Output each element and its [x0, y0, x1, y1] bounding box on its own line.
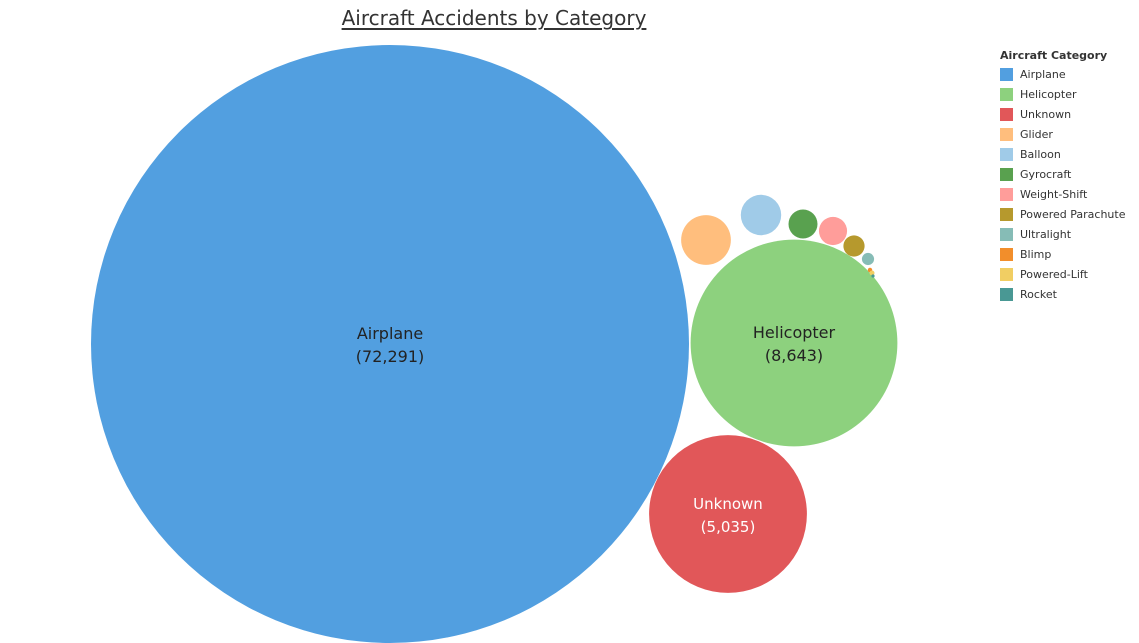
- legend-item-gyrocraft[interactable]: Gyrocraft: [1000, 164, 1136, 184]
- bubble-weight-shift[interactable]: [818, 216, 848, 246]
- legend-item-glider[interactable]: Glider: [1000, 124, 1136, 144]
- legend-swatch: [1000, 167, 1013, 181]
- legend-swatch: [1000, 147, 1013, 161]
- legend-label: Gyrocraft: [1020, 167, 1072, 181]
- bubble-airplane[interactable]: Airplane (72,291): [91, 45, 689, 643]
- legend-label: Blimp: [1020, 247, 1052, 261]
- bubble-value-helicopter: (8,643): [765, 346, 823, 365]
- legend-label: Weight-Shift: [1020, 187, 1088, 201]
- bubble-ultralight[interactable]: [861, 252, 875, 266]
- bubble-powered-parachute[interactable]: [843, 235, 865, 257]
- legend-label: Ultralight: [1020, 227, 1072, 241]
- chart-title: Aircraft Accidents by Category: [341, 6, 647, 30]
- legend-item-balloon[interactable]: Balloon: [1000, 144, 1136, 164]
- legend-item-unknown[interactable]: Unknown: [1000, 104, 1136, 124]
- legend-swatch: [1000, 287, 1013, 301]
- bubble-value-unknown: (5,035): [701, 518, 756, 536]
- bubble-label-helicopter: Helicopter: [753, 323, 836, 342]
- bubble-label-airplane: Airplane: [357, 324, 423, 343]
- bubble-helicopter[interactable]: Helicopter (8,643): [690, 239, 898, 447]
- bubble-circle-weight-shift[interactable]: [818, 216, 848, 246]
- bubble-circle-gyrocraft[interactable]: [788, 209, 818, 239]
- legend-swatch: [1000, 107, 1013, 121]
- legend-item-rocket[interactable]: Rocket: [1000, 284, 1136, 304]
- legend-item-helicopter[interactable]: Helicopter: [1000, 84, 1136, 104]
- legend-item-powered-lift[interactable]: Powered-Lift: [1000, 264, 1136, 284]
- legend-title: Aircraft Category: [1000, 49, 1108, 62]
- bubble-circle-airplane[interactable]: [91, 45, 689, 643]
- bubble-powered-lift[interactable]: [869, 270, 875, 276]
- bubble-circle-helicopter[interactable]: [690, 239, 898, 447]
- legend-label: Helicopter: [1020, 87, 1077, 101]
- legend: Aircraft Category Airplane Helicopter Unkn…: [1000, 48, 1136, 304]
- legend-label: Powered-Lift: [1020, 267, 1088, 281]
- legend-swatch: [1000, 227, 1013, 241]
- legend-swatch: [1000, 207, 1013, 221]
- legend-swatch: [1000, 247, 1013, 261]
- legend-swatch: [1000, 187, 1013, 201]
- legend-label: Airplane: [1020, 67, 1066, 81]
- bubble-circle-glider[interactable]: [681, 215, 731, 265]
- bubble-gyrocraft[interactable]: [788, 209, 818, 239]
- bubble-circle-ultralight[interactable]: [861, 252, 875, 266]
- bubble-unknown[interactable]: Unknown (5,035): [649, 435, 807, 593]
- bubble-circle-balloon[interactable]: [740, 194, 782, 236]
- bubble-value-airplane: (72,291): [356, 347, 424, 366]
- bubble-circle-powered-parachute[interactable]: [843, 235, 865, 257]
- legend-label: Balloon: [1020, 147, 1061, 161]
- legend-item-powered-parachute[interactable]: Powered Parachute: [1000, 204, 1136, 224]
- bubble-balloon[interactable]: [740, 194, 782, 236]
- bubble-glider[interactable]: [681, 215, 731, 265]
- legend-swatch: [1000, 267, 1013, 281]
- bubble-circle-rocket[interactable]: [871, 274, 875, 278]
- legend-swatch: [1000, 127, 1013, 141]
- legend-swatch: [1000, 67, 1013, 81]
- legend-label: Powered Parachute: [1020, 207, 1126, 221]
- bubble-circle-unknown[interactable]: [649, 435, 807, 593]
- legend-item-weight-shift[interactable]: Weight-Shift: [1000, 184, 1136, 204]
- legend-item-blimp[interactable]: Blimp: [1000, 244, 1136, 264]
- legend-label: Unknown: [1020, 107, 1072, 121]
- bubble-circle-powered-lift[interactable]: [869, 270, 875, 276]
- legend-item-airplane[interactable]: Airplane: [1000, 64, 1136, 84]
- legend-label: Rocket: [1020, 287, 1057, 301]
- bubble-rocket[interactable]: [871, 274, 875, 278]
- legend-items: Airplane Helicopter Unknown Glider Balloon Gy…: [1000, 64, 1136, 304]
- legend-swatch: [1000, 87, 1013, 101]
- legend-item-ultralight[interactable]: Ultralight: [1000, 224, 1136, 244]
- bubble-chart: Airplane (72,291) Helicopter (8,643) Unknown…: [91, 45, 898, 643]
- bubble-label-unknown: Unknown: [693, 495, 763, 513]
- legend-label: Glider: [1020, 127, 1053, 141]
